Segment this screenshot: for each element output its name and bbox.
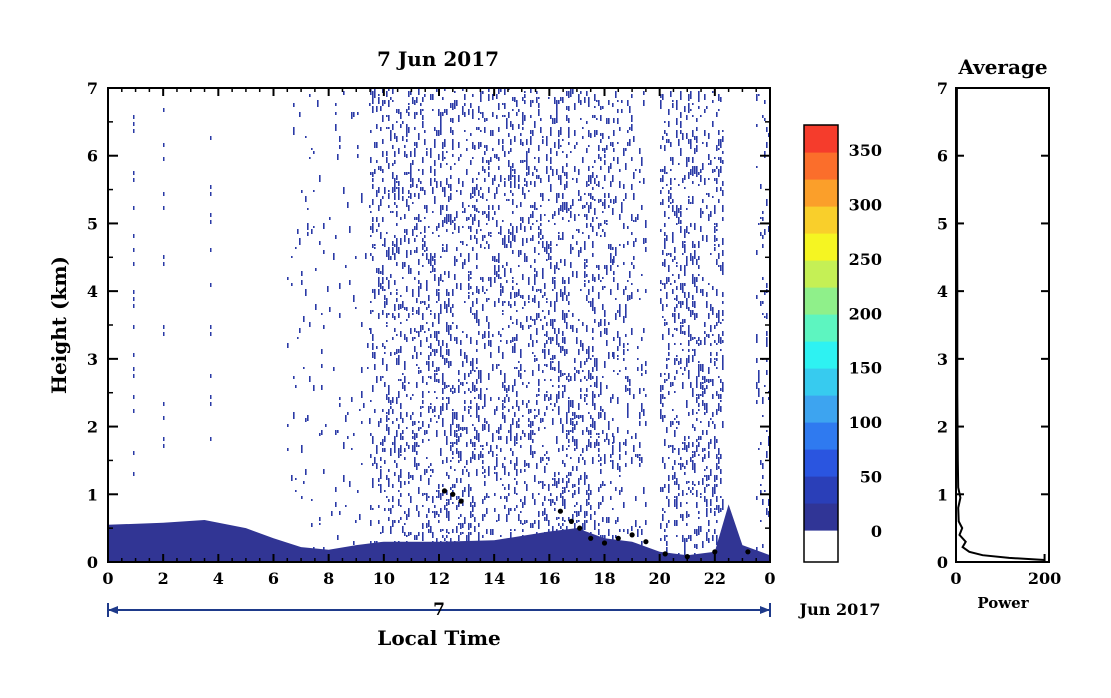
detected-point [588,535,594,541]
avg-y-tick-label: 3 [937,350,948,369]
colorbar-tick-label: 250 [849,250,882,269]
avg-y-tick-label: 7 [937,79,948,98]
x-tick-label: 6 [268,569,279,588]
colorbar-segment [804,314,838,342]
detected-point [615,535,621,541]
avg-y-tick-label: 6 [937,147,948,166]
colorbar-tick-label: 200 [849,304,882,323]
x-tick-label: 8 [323,569,334,588]
x-tick-label: 0 [102,569,113,588]
y-tick-label: 3 [87,350,98,369]
colorbar-segment [804,260,838,288]
detected-point [601,540,608,546]
colorbar-segment [804,368,838,396]
detected-point [684,554,690,560]
detected-point [577,525,583,531]
y-tick-label: 4 [87,282,98,301]
y-axis-label: Height (km) [47,256,71,394]
colorbar-segment [804,422,838,450]
x-tick-label: 16 [538,569,560,588]
colorbar-segment [804,341,838,369]
avg-x-tick-label: 200 [1028,569,1061,588]
colorbar-tick-label: 50 [860,468,882,487]
date-axis-left-arrow [108,606,118,614]
colorbar-tick-label: 0 [871,522,882,541]
colorbar-segment [804,395,838,423]
y-tick-label: 2 [87,418,98,437]
main-title: 7 Jun 2017 [377,47,499,71]
y-tick-label: 7 [87,79,98,98]
x-tick-label: 20 [649,569,671,588]
avg-y-tick-label: 4 [937,282,948,301]
y-tick-label: 1 [87,485,98,504]
detected-point [568,518,575,525]
average-title: Average [957,55,1047,79]
backscatter-speckle [133,88,770,562]
x-tick-label: 22 [704,569,726,588]
colorbar-segment [804,206,838,234]
boundary-layer-fill [108,504,770,562]
detected-point [557,508,564,514]
avg-y-tick-label: 0 [937,553,948,572]
detected-point [629,532,635,538]
average-frame [955,87,1050,563]
colorbar-frame [803,124,839,563]
avg-y-tick-label: 2 [937,418,948,437]
y-tick-label: 5 [87,214,98,233]
colorbar-tick-label: 150 [849,359,882,378]
date-axis: 7 Jun 2017 [107,600,881,620]
date-axis-month-label: Jun 2017 [798,600,881,619]
x-tick-label: 14 [483,569,505,588]
colorbar-zero-segment [804,530,838,562]
detected-point [643,539,649,545]
x-tick-label: 10 [373,569,395,588]
colorbar-tick-label: 100 [849,413,882,432]
detected-point [662,551,668,557]
colorbar-tick-label: 350 [849,141,882,160]
colorbar-segment [804,503,838,531]
colorbar-segment [804,287,838,315]
heatmap-area [108,88,770,562]
colorbar-segment [804,125,838,153]
x-axis-label: Local Time [377,626,500,650]
detected-point [745,549,751,555]
y-tick-label: 6 [87,147,98,166]
colorbar-segment [804,449,838,477]
average-x-axis-label: Power [977,594,1029,612]
detected-point [712,549,718,555]
average-power-line [955,88,1045,561]
x-tick-label: 4 [213,569,224,588]
x-tick-label: 2 [158,569,169,588]
colorbar-tick-label: 300 [849,195,882,214]
date-axis-right-arrow [760,606,770,614]
detected-point [450,491,456,497]
colorbar-segment [804,233,838,261]
colorbar-segment [804,152,838,180]
detected-point [458,498,464,504]
x-tick-label: 18 [593,569,615,588]
x-tick-label: 12 [428,569,450,588]
avg-y-tick-label: 1 [937,485,948,504]
colorbar: 0 50 100 150 200 250 300 350 [803,124,882,563]
x-tick-label: 0 [764,569,775,588]
detected-point [441,488,448,494]
colorbar-segment [804,476,838,504]
y-tick-label: 0 [87,553,98,572]
avg-y-tick-label: 5 [937,214,948,233]
avg-x-tick-label: 0 [950,569,961,588]
date-axis-day-label: 7 [433,600,445,620]
colorbar-segment [804,179,838,207]
